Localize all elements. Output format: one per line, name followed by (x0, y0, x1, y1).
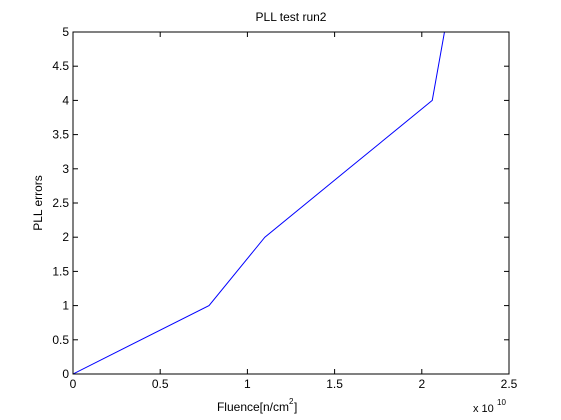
y-tick-label: 3.5 (52, 128, 69, 142)
x-axis-label: Fluence[n/cm (217, 400, 289, 414)
y-tick-label: 5 (62, 25, 69, 39)
y-axis-label: PLL errors (31, 175, 45, 231)
x-tick-label: 2.5 (501, 377, 518, 391)
y-tick-label: 2 (62, 230, 69, 244)
x-tick-label: 0.5 (152, 377, 169, 391)
x-tick-label: 1 (244, 377, 251, 391)
y-tick-label: 0.5 (52, 333, 69, 347)
y-tick-label: 0 (62, 367, 69, 381)
series-line (73, 32, 445, 374)
y-tick-label: 3 (62, 162, 69, 176)
x-tick-label: 1.5 (326, 377, 343, 391)
x-tick-label: 2 (418, 377, 425, 391)
plot-area (73, 32, 509, 374)
x-exponent-power: 10 (497, 398, 506, 407)
x-exponent-base: x 10 (473, 403, 494, 415)
x-axis-label-end: ] (294, 400, 297, 414)
chart-title: PLL test run2 (256, 10, 327, 24)
y-tick-label: 2.5 (52, 196, 69, 210)
y-tick-label: 1.5 (52, 264, 69, 278)
y-ticks: 0 0.5 1 1.5 2 2.5 3 3.5 4 4.5 5 (52, 25, 509, 381)
y-tick-label: 4 (62, 93, 69, 107)
x-tick-label: 0 (70, 377, 77, 391)
x-axis-label-superscript: 2 (289, 397, 294, 406)
series-layer (73, 32, 445, 374)
x-ticks: 0 0.5 1 1.5 2 2.5 (70, 32, 518, 391)
y-tick-label: 1 (62, 299, 69, 313)
y-tick-label: 4.5 (52, 59, 69, 73)
